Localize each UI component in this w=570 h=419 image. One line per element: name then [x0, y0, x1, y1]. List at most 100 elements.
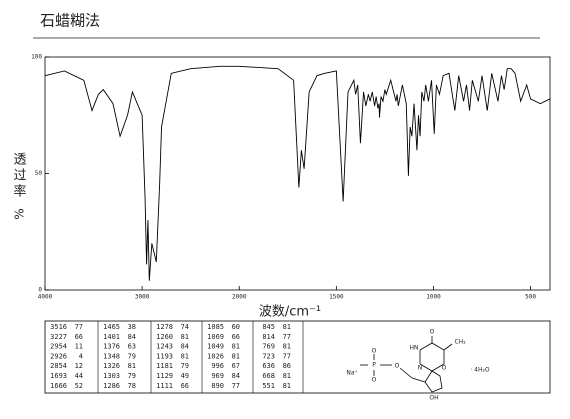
peak-transmittance: 86 — [283, 362, 291, 370]
peak-transmittance: 66 — [232, 333, 240, 341]
peak-wavenumber: 845 — [262, 323, 275, 331]
x-tick-label: 2000 — [232, 294, 247, 301]
peak-wavenumber: 1026 — [207, 352, 224, 360]
peak-transmittance: 79 — [128, 372, 136, 380]
peak-wavenumber: 1181 — [156, 362, 173, 370]
peak-wavenumber: 1260 — [156, 333, 173, 341]
peak-wavenumber: 1085 — [207, 323, 224, 331]
peak-transmittance: 79 — [128, 352, 136, 360]
x-tick-label: 1000 — [426, 294, 441, 301]
peak-transmittance: 81 — [232, 352, 240, 360]
peak-transmittance: 12 — [75, 362, 83, 370]
peak-transmittance: 44 — [75, 372, 83, 380]
structure-label: CH₃ — [454, 339, 466, 346]
peak-transmittance: 79 — [181, 362, 189, 370]
peak-transmittance: 81 — [181, 352, 189, 360]
chart-title: 石蜡糊法 — [40, 12, 100, 30]
peak-wavenumber: 1069 — [207, 333, 224, 341]
structure-label: O — [430, 329, 435, 336]
peak-transmittance: 81 — [128, 362, 136, 370]
peak-wavenumber: 1278 — [156, 323, 173, 331]
structure-label: P — [372, 362, 376, 369]
y-axis-label: 透 — [13, 153, 26, 168]
structure-label: O — [372, 377, 377, 384]
peak-transmittance: 81 — [283, 372, 291, 380]
y-axis-label: 过 — [13, 169, 26, 184]
peak-wavenumber: 1666 — [50, 382, 67, 390]
peak-wavenumber: 1326 — [103, 362, 120, 370]
peak-wavenumber: 1465 — [103, 323, 120, 331]
x-tick-label: 500 — [525, 294, 536, 301]
structure-label: OH — [429, 395, 438, 402]
peak-transmittance: 81 — [283, 382, 291, 390]
structure-label: · 4H₂O — [470, 367, 490, 374]
peak-transmittance: 4 — [79, 352, 83, 360]
peak-transmittance: 60 — [232, 323, 240, 331]
spectrum-line — [44, 65, 551, 281]
peak-table-frame — [44, 320, 551, 394]
structure-label: HN — [410, 345, 419, 352]
structure-label: Na⁺ — [346, 370, 357, 377]
peak-transmittance: 77 — [283, 333, 291, 341]
y-axis-unit: % — [13, 208, 27, 219]
peak-wavenumber: 1401 — [103, 333, 120, 341]
peak-wavenumber: 1243 — [156, 343, 173, 351]
y-tick-label: 100 — [31, 54, 42, 61]
structure-label: N — [418, 365, 423, 372]
peak-wavenumber: 814 — [262, 333, 275, 341]
peak-transmittance: 49 — [181, 372, 189, 380]
structure-drawing — [360, 336, 453, 393]
y-axis-label: 率 — [13, 184, 26, 200]
peak-transmittance: 11 — [75, 343, 83, 351]
peak-wavenumber: 2854 — [50, 362, 67, 370]
y-tick-label: 50 — [35, 170, 43, 177]
peak-wavenumber: 2926 — [50, 352, 67, 360]
x-tick-label: 1500 — [329, 294, 344, 301]
peak-transmittance: 77 — [283, 352, 291, 360]
peak-wavenumber: 1348 — [103, 352, 120, 360]
peak-wavenumber: 769 — [262, 343, 275, 351]
peak-transmittance: 77 — [232, 382, 240, 390]
peak-wavenumber: 1693 — [50, 372, 67, 380]
peak-wavenumber: 668 — [262, 372, 275, 380]
peak-wavenumber: 1303 — [103, 372, 120, 380]
peak-wavenumber: 723 — [262, 352, 275, 360]
peak-transmittance: 38 — [128, 323, 136, 331]
peak-transmittance: 63 — [128, 343, 136, 351]
peak-transmittance: 81 — [181, 333, 189, 341]
peak-wavenumber: 1129 — [156, 372, 173, 380]
peak-transmittance: 84 — [128, 333, 136, 341]
peak-wavenumber: 636 — [262, 362, 275, 370]
peak-wavenumber: 2954 — [50, 343, 67, 351]
peak-wavenumber: 1111 — [156, 382, 173, 390]
peak-transmittance: 84 — [232, 372, 240, 380]
peak-wavenumber: 890 — [211, 382, 224, 390]
peak-wavenumber: 969 — [211, 372, 224, 380]
peak-transmittance: 84 — [181, 343, 189, 351]
peak-wavenumber: 1376 — [103, 343, 120, 351]
y-tick-label: 0 — [38, 287, 42, 294]
peak-wavenumber: 551 — [262, 382, 275, 390]
peak-wavenumber: 3227 — [50, 333, 67, 341]
peak-transmittance: 52 — [75, 382, 83, 390]
peak-wavenumber: 1193 — [156, 352, 173, 360]
peak-wavenumber: 1286 — [103, 382, 120, 390]
x-tick-label: 3000 — [135, 294, 150, 301]
peak-transmittance: 78 — [128, 382, 136, 390]
peak-wavenumber: 996 — [211, 362, 224, 370]
x-axis-label: 波数/cm⁻¹ — [259, 305, 321, 320]
peak-transmittance: 77 — [75, 323, 83, 331]
x-tick-label: 4000 — [38, 294, 53, 301]
peak-transmittance: 74 — [181, 323, 189, 331]
structure-label: O — [372, 348, 377, 355]
structure-label: O — [395, 363, 400, 370]
peak-transmittance: 81 — [232, 343, 240, 351]
peak-transmittance: 67 — [232, 362, 240, 370]
peak-transmittance: 81 — [283, 323, 291, 331]
peak-wavenumber: 3516 — [50, 323, 67, 331]
plot-frame — [44, 56, 551, 291]
peak-transmittance: 66 — [75, 333, 83, 341]
peak-wavenumber: 1049 — [207, 343, 224, 351]
peak-transmittance: 81 — [283, 343, 291, 351]
